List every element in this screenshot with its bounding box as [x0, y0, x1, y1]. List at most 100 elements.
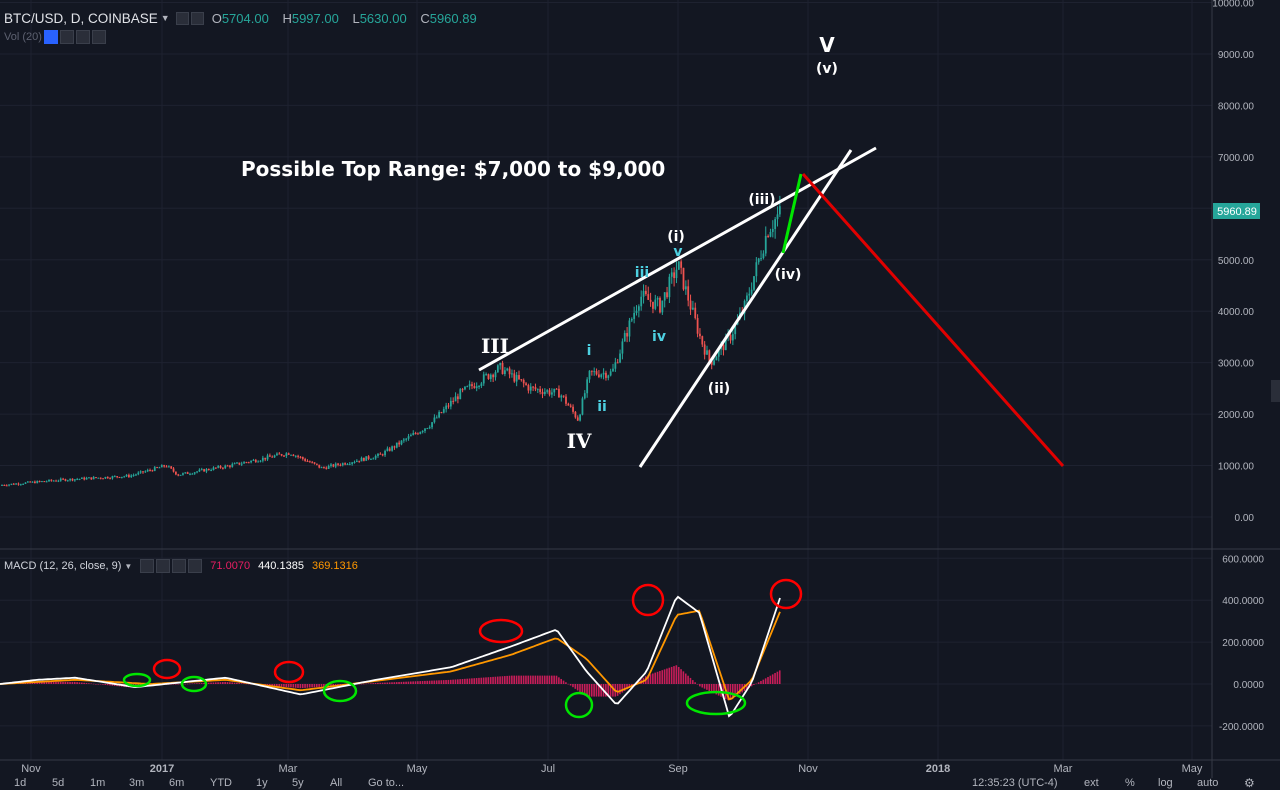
- candle-body: [626, 333, 628, 337]
- macd-histogram-bar: [426, 680, 429, 684]
- macd-histogram-bar: [543, 675, 546, 684]
- candle-body: [165, 466, 168, 468]
- candle-body: [689, 300, 692, 310]
- candle-body: [71, 478, 74, 481]
- candle-body: [226, 465, 229, 467]
- candle-body: [222, 467, 224, 469]
- range-button-5d[interactable]: 5d: [52, 777, 65, 789]
- candle-body: [771, 228, 774, 232]
- price-axis[interactable]: 10000.009000.008000.007000.006000.005000…: [1212, 0, 1254, 524]
- volume-label[interactable]: Vol (20): [4, 31, 42, 43]
- candle-body: [97, 477, 100, 479]
- macd-histogram-bar: [590, 684, 593, 697]
- candle-body: [508, 368, 511, 375]
- candle-body: [598, 374, 600, 377]
- candle-body: [419, 431, 422, 434]
- more-icon[interactable]: [172, 559, 187, 573]
- macd-histogram-bar: [482, 677, 485, 684]
- goto-button[interactable]: Go to...: [368, 777, 405, 789]
- time-axis-tick: Nov: [21, 763, 41, 775]
- macd-histogram-bar: [628, 684, 631, 688]
- chevron-down-icon[interactable]: ▼: [160, 13, 170, 23]
- time-axis[interactable]: Nov 2017 Mar May Jul Sep Nov 2018 Mar May: [21, 763, 1203, 775]
- macd-histogram-bar: [440, 680, 443, 684]
- candle-body: [81, 477, 83, 479]
- gear-icon[interactable]: [156, 559, 171, 573]
- eye-icon[interactable]: [43, 30, 58, 44]
- highlight-red-ellipse: [152, 658, 182, 680]
- macd-histogram-bar: [562, 680, 565, 684]
- candle-body: [762, 253, 765, 259]
- macd-histogram-bar: [316, 684, 318, 688]
- range-button-6m[interactable]: 6m: [169, 777, 185, 789]
- macd-histogram-bar: [769, 675, 772, 684]
- macd-histogram-bar: [193, 683, 196, 684]
- macd-histogram-bar: [515, 675, 518, 684]
- macd-histogram-bar: [760, 680, 762, 684]
- candle-body: [684, 286, 687, 290]
- range-button-1y[interactable]: 1y: [256, 777, 268, 789]
- macd-axis[interactable]: 600.0000 400.0000 200.0000 0.0000 -200.0000: [1219, 554, 1264, 733]
- candle-body: [452, 400, 455, 402]
- gear-icon[interactable]: [59, 30, 74, 44]
- macd-histogram-bar: [186, 683, 189, 685]
- macd-histogram-bar: [548, 675, 551, 684]
- macd-histogram-bar: [682, 671, 685, 684]
- macd-histogram-bar: [677, 667, 680, 684]
- range-button-ytd[interactable]: YTD: [210, 777, 232, 789]
- auto-toggle[interactable]: auto: [1197, 777, 1219, 789]
- range-button-1d[interactable]: 1d: [14, 777, 27, 789]
- macd-histogram-bar: [478, 677, 480, 684]
- macd-histogram-bar: [243, 683, 245, 684]
- close-value: 5960.89: [429, 10, 477, 26]
- wave-label-iii-paren: (iii): [748, 192, 775, 208]
- range-button-1m[interactable]: 1m: [90, 777, 106, 789]
- range-button-all[interactable]: All: [330, 777, 343, 789]
- chevron-down-icon[interactable]: ▼: [124, 561, 133, 571]
- candle-body: [520, 379, 523, 381]
- candle-body: [579, 414, 581, 421]
- percent-toggle[interactable]: %: [1125, 777, 1135, 789]
- wave-label-V: V: [819, 33, 835, 57]
- candle-body: [189, 473, 191, 475]
- candle-body: [633, 312, 636, 319]
- macd-histogram-bar: [52, 681, 55, 684]
- candle-body: [207, 469, 210, 471]
- symbol-selector[interactable]: BTC/USD, D, COINBASE: [4, 10, 158, 26]
- macd-histogram-bar: [372, 683, 374, 684]
- log-toggle[interactable]: log: [1158, 777, 1173, 789]
- wave-label-ii-cyan: ii: [597, 399, 607, 415]
- eye-icon[interactable]: [140, 559, 155, 573]
- close-icon[interactable]: [91, 30, 106, 44]
- range-button-3m[interactable]: 3m: [129, 777, 145, 789]
- candle-body: [182, 473, 184, 475]
- scroll-handle[interactable]: [1271, 380, 1280, 402]
- settings-gear-icon[interactable]: ⚙: [1244, 776, 1255, 790]
- range-button-5y[interactable]: 5y: [292, 777, 304, 789]
- legend-format-icon[interactable]: [175, 11, 189, 25]
- macd-histogram-bar: [50, 681, 53, 684]
- candle-body: [750, 289, 753, 294]
- ext-toggle[interactable]: ext: [1084, 777, 1099, 789]
- candle-body: [95, 477, 97, 479]
- more-icon[interactable]: [75, 30, 90, 44]
- candle-body: [316, 463, 318, 465]
- macd-label[interactable]: MACD (12, 26, close, 9): [4, 560, 122, 572]
- candle-body: [113, 476, 116, 478]
- candle-body: [233, 463, 236, 465]
- close-label: C: [420, 10, 430, 26]
- highlight-red-ellipse: [273, 660, 305, 684]
- candle-body: [576, 417, 579, 421]
- close-icon[interactable]: [188, 559, 203, 573]
- candle-body: [118, 476, 121, 478]
- candle-body: [186, 472, 189, 474]
- candle-body: [3, 484, 6, 486]
- candle-body: [572, 406, 574, 412]
- candle-body: [480, 383, 483, 386]
- macd-histogram-bar: [689, 677, 692, 684]
- legend-settings-icon[interactable]: [190, 11, 204, 25]
- candle-body: [12, 483, 15, 485]
- candle-body: [306, 460, 309, 462]
- macd-histogram-bar: [283, 684, 285, 687]
